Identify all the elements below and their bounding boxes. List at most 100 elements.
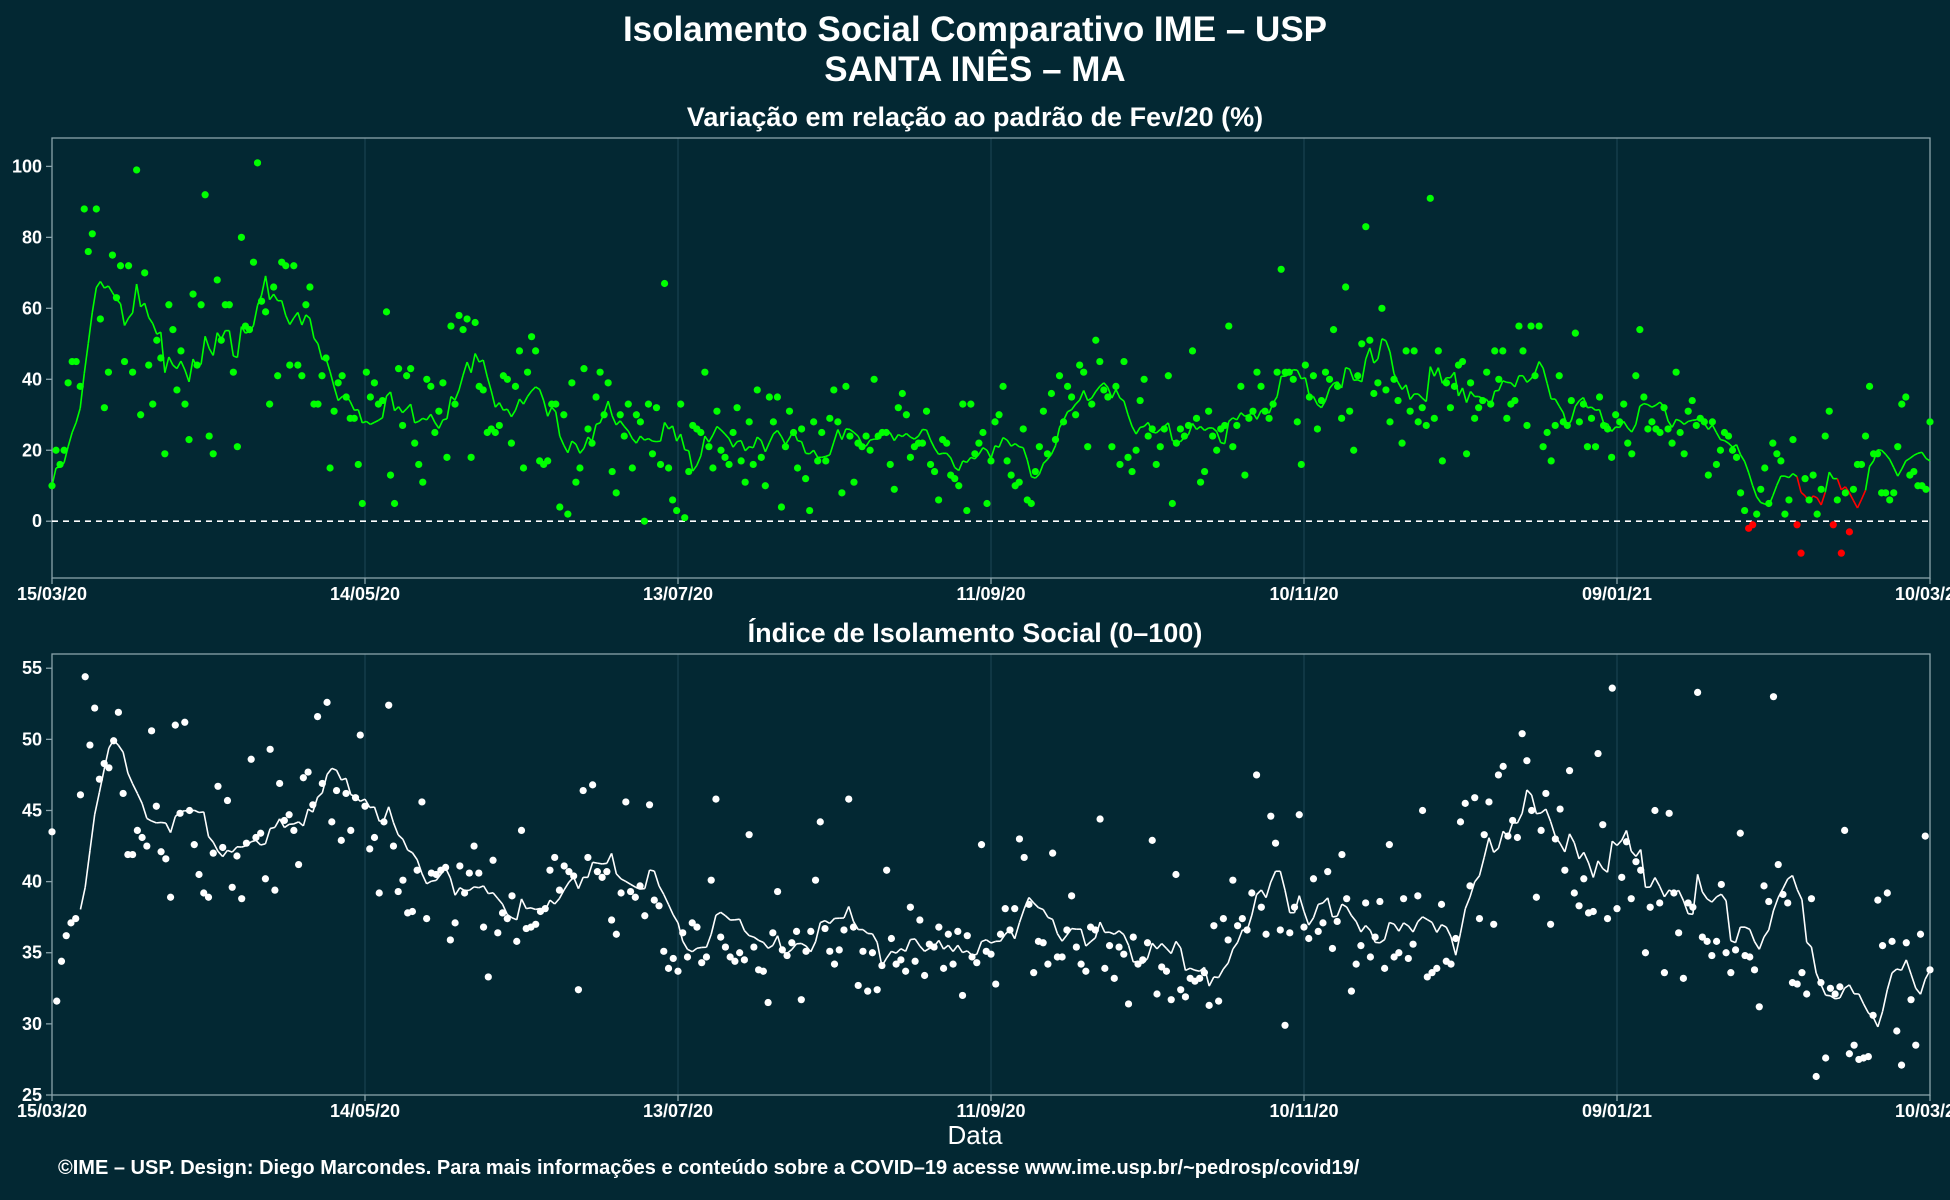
panel1-moving-average-segment [800, 441, 807, 454]
panel1-moving-average-segment [1848, 492, 1855, 501]
panel1-moving-average-segment [75, 407, 81, 423]
panel1-data-point [741, 478, 749, 486]
panel1-moving-average-segment [1409, 393, 1415, 401]
panel1-moving-average-segment [1377, 338, 1383, 360]
panel2-moving-average-segment [738, 918, 746, 931]
panel1-moving-average-segment [409, 403, 416, 424]
panel1-data-point [1886, 496, 1894, 504]
panel2-moving-average-segment [1701, 891, 1708, 900]
panel1-data-point [943, 439, 951, 447]
panel1-data-point [1140, 375, 1148, 383]
panel1-moving-average-segment [1494, 389, 1499, 392]
panel1-moving-average-segment [583, 436, 589, 449]
panel1-moving-average-segment [1119, 397, 1125, 402]
panel1-moving-average-segment [1743, 461, 1750, 473]
panel1-data-point [1321, 368, 1330, 376]
panel1-data-point [1458, 357, 1467, 366]
panel1-data-point [1789, 436, 1797, 444]
panel1-moving-average-segment [1800, 491, 1806, 497]
panel2-data-point [1414, 892, 1422, 900]
panel2-moving-average-segment [1758, 936, 1765, 950]
panel1-data-point [1068, 393, 1076, 401]
panel2-data-point [1603, 915, 1612, 923]
panel1-moving-average-segment [1131, 426, 1137, 435]
panel2-moving-average-segment [687, 948, 693, 953]
panel2-moving-average-segment [1170, 941, 1177, 954]
panel2-data-point [1096, 815, 1104, 823]
panel2-data-point [323, 698, 331, 706]
panel2-data-point [114, 708, 122, 716]
panel1-moving-average-segment [949, 457, 956, 468]
panel1-moving-average-segment [1469, 390, 1476, 398]
panel2-moving-average-segment [1355, 921, 1362, 933]
panel1-data-point [1184, 421, 1193, 430]
panel1-data-point [765, 393, 773, 401]
panel2-moving-average-segment [1341, 903, 1348, 908]
panel2-data-point [261, 875, 270, 883]
panel1-data-point [523, 368, 532, 376]
panel1-data-point [838, 489, 846, 497]
panel1-data-point [725, 460, 733, 469]
panel1-data-point [423, 375, 431, 383]
panel2-data-point [1746, 953, 1754, 961]
panel2-data-point [1267, 812, 1275, 820]
panel2-moving-average-segment [1744, 926, 1751, 931]
panel1-data-point [1495, 375, 1503, 383]
panel1-moving-average-segment [1840, 486, 1846, 491]
panel1-data-point [1579, 400, 1588, 408]
panel2-data-point [631, 893, 639, 901]
panel1-data-point [834, 418, 842, 426]
panel2-data-point [626, 887, 635, 896]
panel1-moving-average-segment [1050, 445, 1057, 455]
panel1-moving-average-segment [990, 445, 996, 459]
panel1-data-point [302, 301, 310, 309]
panel2-moving-average-segment [1165, 947, 1172, 955]
panel2-data-point [1883, 889, 1891, 897]
panel2-data-point [1385, 841, 1393, 849]
panel1-moving-average-segment [829, 441, 835, 456]
panel1-data-point [1398, 439, 1406, 447]
panel2-data-point [750, 943, 758, 951]
panel1-moving-average-segment [1304, 377, 1311, 397]
panel2-data-point [1850, 1041, 1858, 1049]
panel2-title: Índice de Isolamento Social (0–100) [747, 618, 1203, 648]
panel1-moving-average-segment [1538, 361, 1544, 369]
panel1-data-point [1047, 389, 1056, 398]
panel2-moving-average-segment [577, 877, 584, 890]
panel1-data-point [1801, 475, 1809, 483]
panel2-moving-average-segment [1877, 1011, 1884, 1028]
panel1-data-point [1595, 393, 1604, 401]
panel2-data-point [1907, 996, 1915, 1004]
panel1-data-point [846, 432, 854, 440]
panel1-data-point [1168, 499, 1176, 508]
panel1-data-point [1200, 467, 1209, 476]
panel1-data-point [1660, 404, 1668, 412]
panel1-moving-average-segment [1014, 443, 1020, 448]
panel2-data-point [1817, 979, 1825, 987]
panel1-data-point [769, 418, 777, 426]
panel2-moving-average-segment [943, 944, 949, 950]
panel1-moving-average-segment [1760, 501, 1766, 505]
panel1-data-point [1664, 425, 1672, 433]
panel2-moving-average-segment [501, 903, 509, 915]
panel2-data-point [1376, 897, 1384, 906]
panel1-moving-average-segment [1240, 412, 1246, 417]
panel2-data-point [1784, 899, 1792, 907]
panel2-data-point [1091, 926, 1099, 934]
panel1-data-point [314, 400, 322, 408]
panel2-data-point [1893, 1027, 1901, 1035]
panel1-moving-average-segment [305, 314, 311, 320]
panel2-data-point [385, 701, 393, 709]
panel2-moving-average-segment [1407, 925, 1414, 933]
panel2-moving-average-segment [1730, 940, 1736, 944]
panel2-moving-average-segment [136, 793, 143, 804]
panel2-moving-average-segment [1716, 893, 1722, 898]
panel1-moving-average-segment [123, 317, 130, 326]
panel2-moving-average-segment [1426, 918, 1433, 924]
panel1-data-point [757, 453, 765, 461]
panel1-moving-average-segment [623, 425, 629, 432]
panel2-y-tick-label: 40 [22, 872, 42, 892]
panel1-moving-average-segment [402, 408, 408, 414]
panel1-data-point [330, 407, 338, 415]
panel2-data-point [1504, 832, 1512, 840]
